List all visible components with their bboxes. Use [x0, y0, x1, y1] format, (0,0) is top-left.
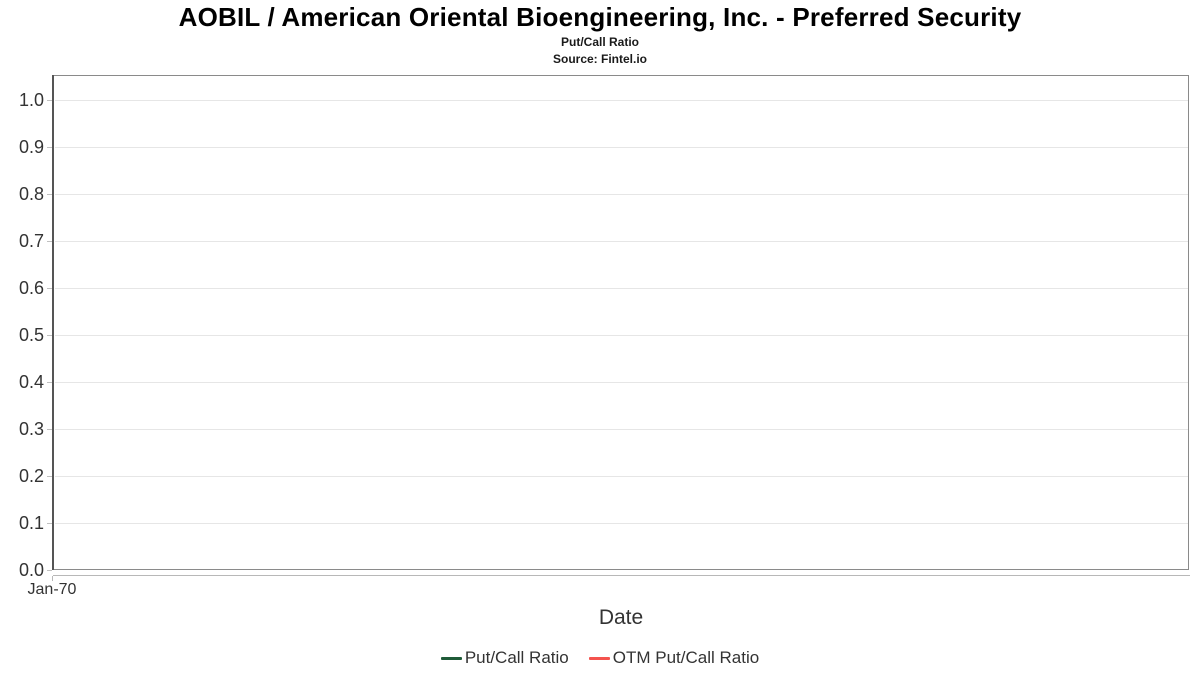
y-tick-label: 0.1	[18, 513, 44, 533]
gridline	[55, 147, 1188, 148]
y-tick-mark	[47, 241, 52, 242]
chart-subtitle: Put/Call Ratio	[560, 35, 639, 49]
chart-source: Source: Fintel.io	[552, 52, 647, 66]
y-tick-mark	[47, 335, 52, 336]
plot-area	[53, 75, 1189, 570]
gridline	[55, 523, 1188, 524]
y-tick-mark	[47, 288, 52, 289]
gridline	[55, 241, 1188, 242]
gridline	[55, 476, 1188, 477]
y-tick-mark	[47, 570, 52, 571]
x-axis-title: Date	[598, 606, 644, 629]
legend-label: Put/Call Ratio	[464, 648, 569, 667]
y-tick-label: 1.0	[18, 90, 44, 110]
legend-line-icon	[440, 656, 462, 660]
y-tick-label: 0.0	[18, 560, 44, 580]
x-tick-label: Jan-70	[27, 581, 77, 598]
y-axis-line	[52, 75, 54, 570]
gridline	[55, 288, 1188, 289]
gridline	[55, 429, 1188, 430]
y-tick-mark	[47, 100, 52, 101]
y-tick-mark	[47, 523, 52, 524]
y-tick-label: 0.2	[18, 466, 44, 486]
y-tick-mark	[47, 194, 52, 195]
y-tick-label: 0.8	[18, 184, 44, 204]
x-tick-mark	[52, 576, 53, 581]
legend-item[interactable]: OTM Put/Call Ratio	[588, 648, 760, 668]
legend-line-icon	[588, 656, 610, 660]
gridline	[55, 382, 1188, 383]
y-tick-label: 0.5	[18, 325, 44, 345]
y-tick-label: 0.4	[18, 372, 44, 392]
y-tick-mark	[47, 382, 52, 383]
y-tick-label: 0.3	[18, 419, 44, 439]
legend: Put/Call Ratio OTM Put/Call Ratio	[0, 645, 1200, 671]
y-tick-label: 0.6	[18, 278, 44, 298]
y-tick-label: 0.9	[18, 137, 44, 157]
chart-title: AOBIL / American Oriental Bioengineering…	[178, 2, 1022, 32]
gridline	[55, 100, 1188, 101]
y-tick-mark	[47, 429, 52, 430]
x-axis-line	[53, 575, 1190, 576]
gridline	[55, 194, 1188, 195]
y-tick-mark	[47, 476, 52, 477]
y-tick-label: 0.7	[18, 231, 44, 251]
legend-label: OTM Put/Call Ratio	[612, 648, 760, 667]
gridline	[55, 335, 1188, 336]
legend-item[interactable]: Put/Call Ratio	[440, 648, 569, 668]
y-tick-mark	[47, 147, 52, 148]
